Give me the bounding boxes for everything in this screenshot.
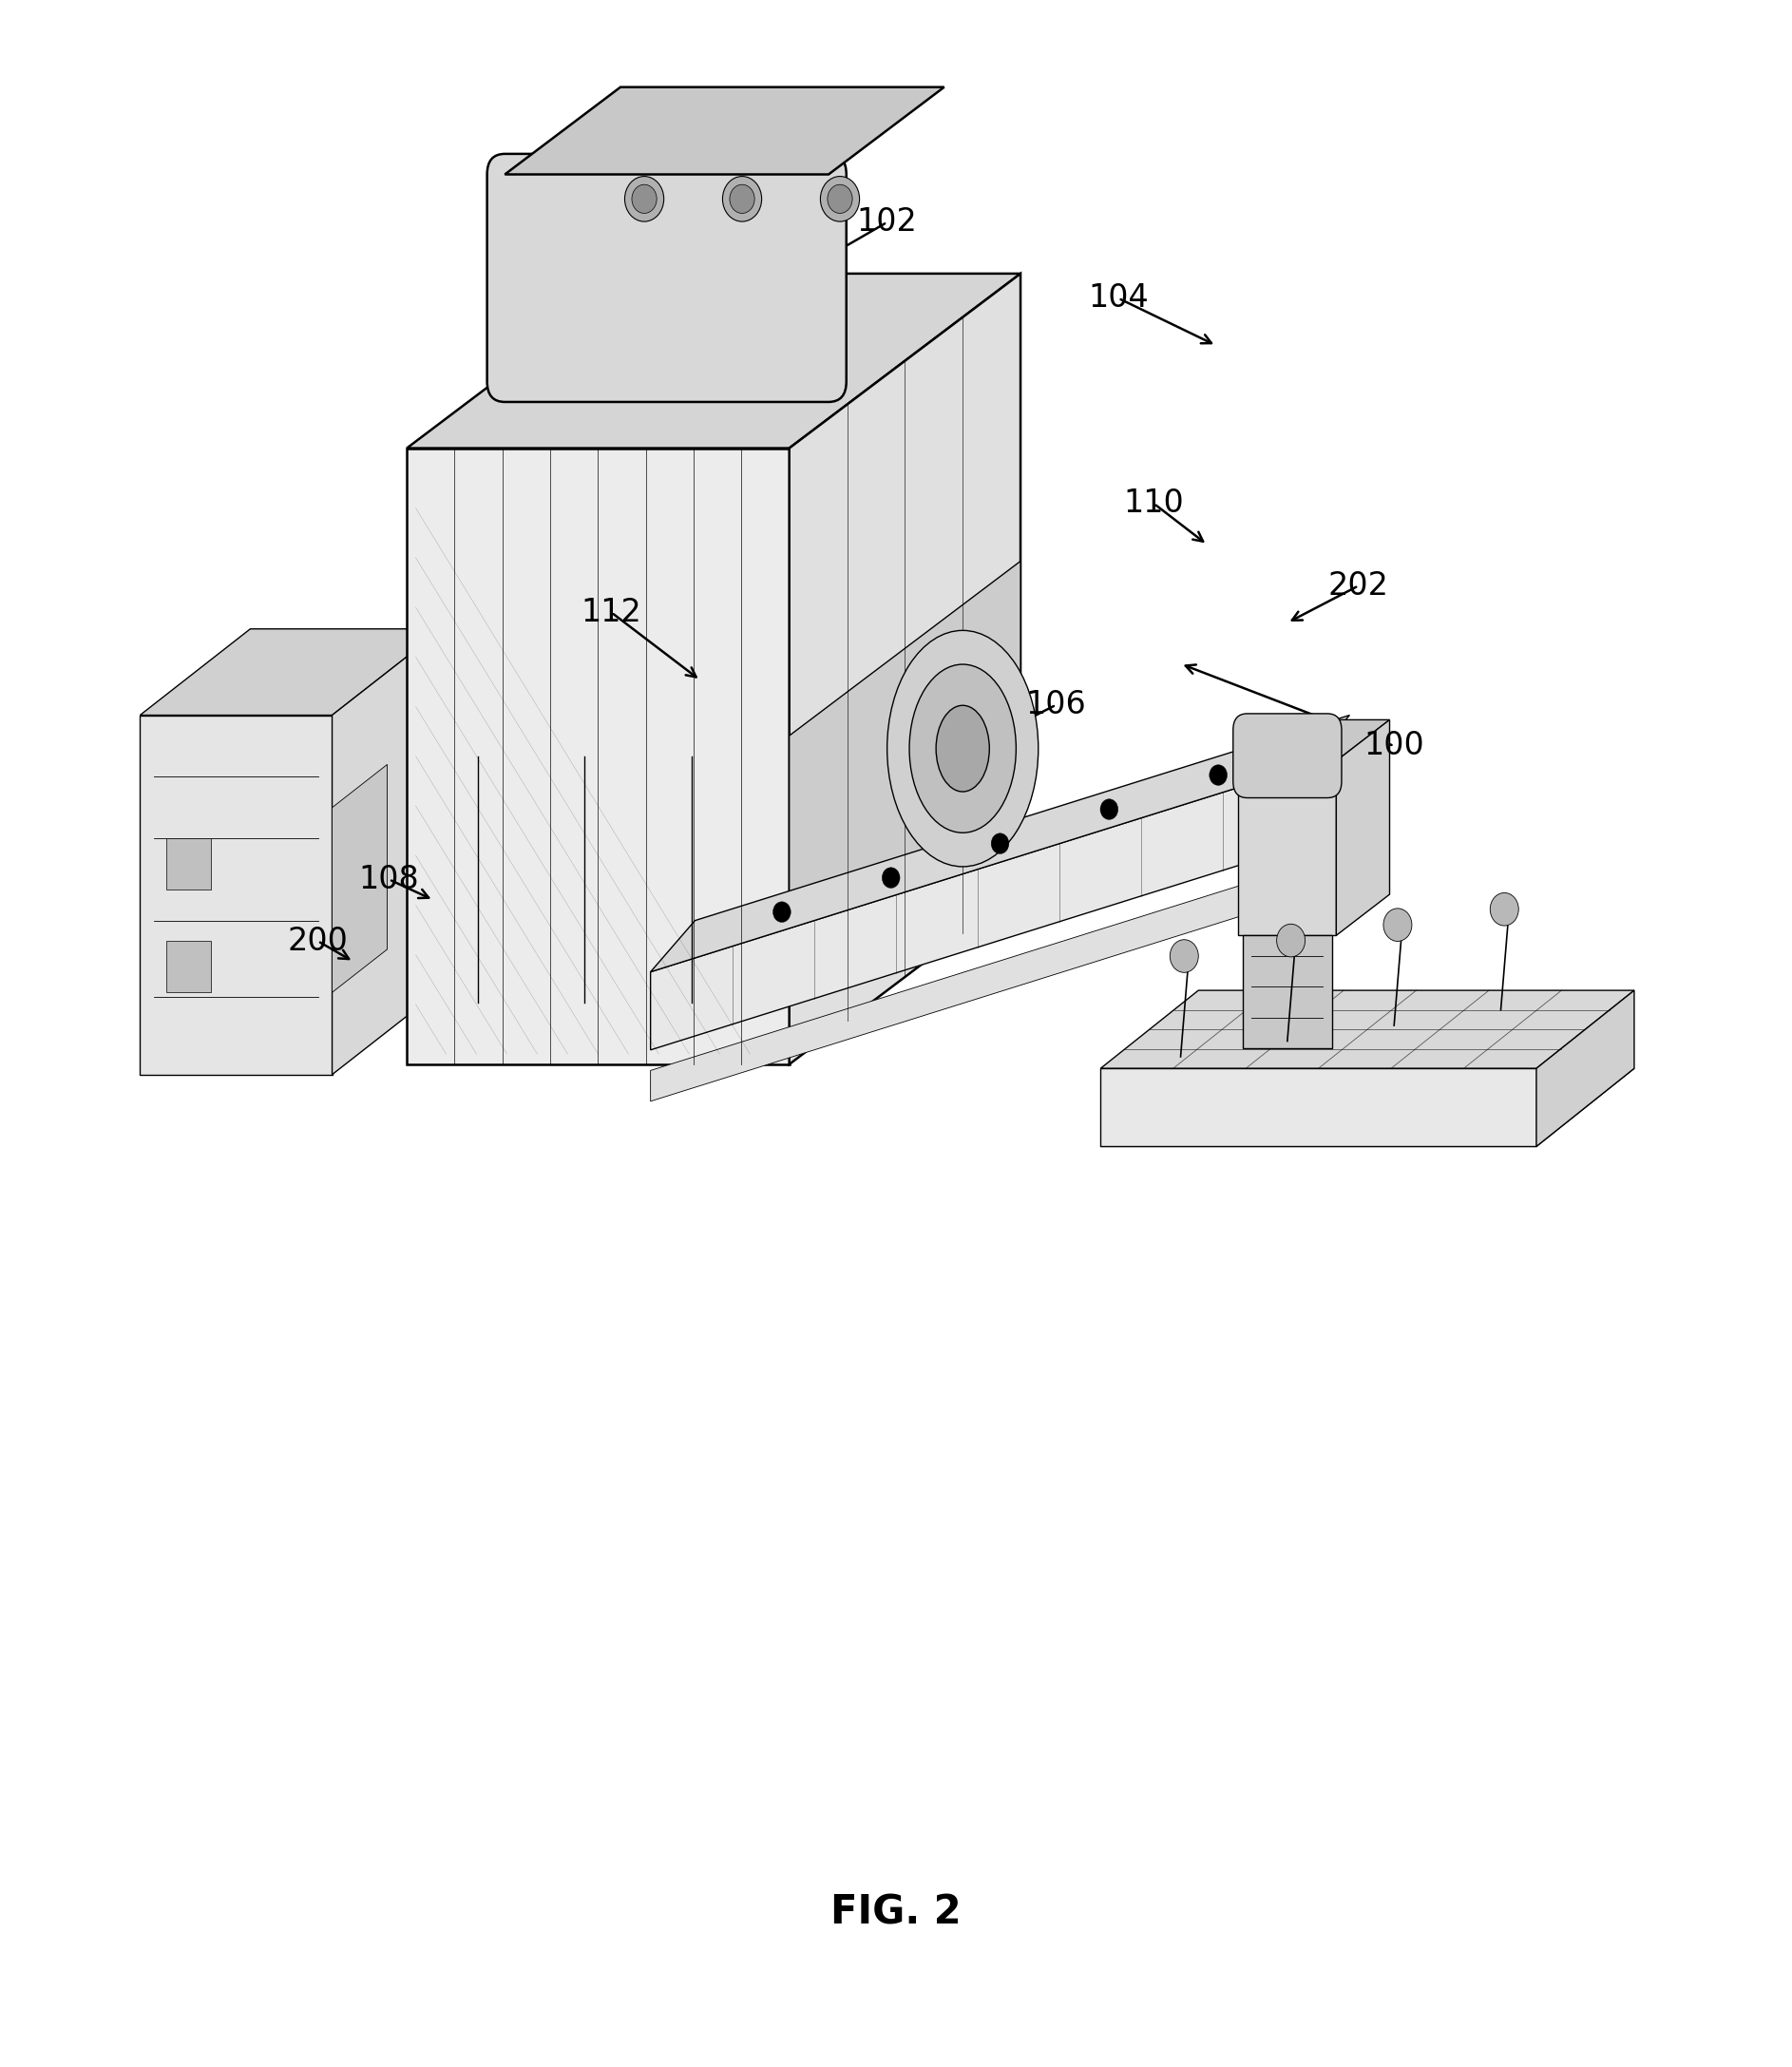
Circle shape	[821, 176, 860, 221]
Polygon shape	[1100, 1069, 1536, 1147]
Polygon shape	[1238, 719, 1389, 761]
Circle shape	[772, 901, 790, 922]
Polygon shape	[140, 628, 443, 715]
Polygon shape	[140, 715, 332, 1075]
Text: 100: 100	[1364, 730, 1425, 761]
Text: FIG. 2: FIG. 2	[831, 1893, 961, 1933]
Polygon shape	[650, 715, 1349, 971]
Text: 202: 202	[1328, 570, 1389, 601]
Text: 106: 106	[1025, 688, 1086, 721]
Circle shape	[1100, 800, 1118, 819]
Text: 110: 110	[1124, 488, 1185, 519]
Circle shape	[633, 184, 656, 213]
Polygon shape	[650, 866, 1305, 1102]
Polygon shape	[1100, 990, 1634, 1069]
Polygon shape	[332, 628, 443, 1075]
Polygon shape	[1238, 761, 1337, 936]
Polygon shape	[1244, 936, 1331, 1048]
Circle shape	[1383, 907, 1412, 940]
Polygon shape	[1337, 719, 1389, 936]
Polygon shape	[505, 87, 944, 174]
Circle shape	[722, 176, 762, 221]
Polygon shape	[788, 560, 1020, 1002]
Circle shape	[625, 176, 663, 221]
Polygon shape	[1536, 990, 1634, 1147]
Circle shape	[1170, 940, 1199, 971]
Bar	[167, 839, 211, 889]
Polygon shape	[332, 765, 387, 992]
Polygon shape	[650, 767, 1305, 1050]
FancyBboxPatch shape	[487, 153, 846, 401]
Ellipse shape	[909, 664, 1016, 833]
Circle shape	[1276, 924, 1305, 957]
Text: 102: 102	[857, 207, 918, 238]
Circle shape	[729, 184, 754, 213]
FancyBboxPatch shape	[1233, 713, 1342, 798]
Ellipse shape	[887, 630, 1038, 866]
Text: 104: 104	[1088, 283, 1149, 314]
Polygon shape	[407, 449, 788, 1065]
Polygon shape	[407, 273, 1020, 449]
Polygon shape	[788, 273, 1020, 1065]
Circle shape	[991, 833, 1009, 854]
Ellipse shape	[935, 705, 989, 792]
Text: 108: 108	[358, 864, 419, 895]
Circle shape	[828, 184, 853, 213]
Bar	[167, 940, 211, 992]
Polygon shape	[1100, 1069, 1634, 1147]
Circle shape	[882, 868, 900, 889]
Text: 112: 112	[581, 597, 642, 628]
Circle shape	[1210, 765, 1228, 785]
Text: 200: 200	[287, 926, 348, 957]
Circle shape	[1491, 893, 1518, 926]
